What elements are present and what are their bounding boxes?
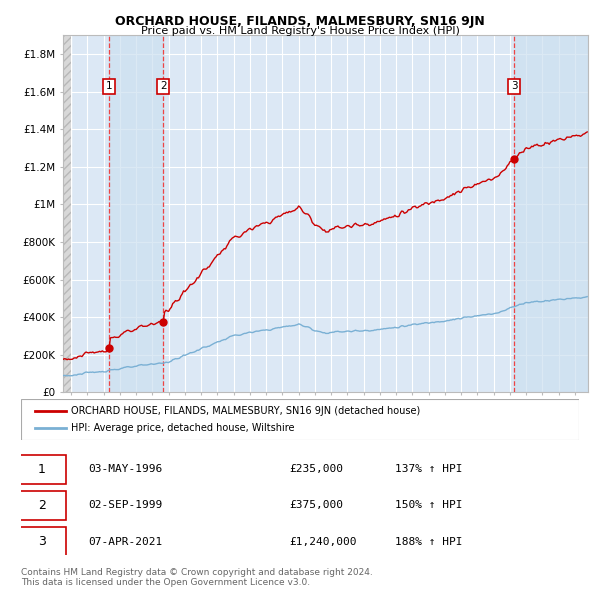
- FancyBboxPatch shape: [18, 491, 65, 520]
- Text: ORCHARD HOUSE, FILANDS, MALMESBURY, SN16 9JN: ORCHARD HOUSE, FILANDS, MALMESBURY, SN16…: [115, 15, 485, 28]
- Text: ORCHARD HOUSE, FILANDS, MALMESBURY, SN16 9JN (detached house): ORCHARD HOUSE, FILANDS, MALMESBURY, SN16…: [71, 406, 421, 416]
- Text: 188% ↑ HPI: 188% ↑ HPI: [395, 536, 463, 546]
- Bar: [63, 35, 71, 392]
- Text: 07-APR-2021: 07-APR-2021: [88, 536, 162, 546]
- Bar: [109, 35, 163, 392]
- Text: HPI: Average price, detached house, Wiltshire: HPI: Average price, detached house, Wilt…: [71, 423, 295, 433]
- Text: 2: 2: [38, 499, 46, 512]
- Text: 137% ↑ HPI: 137% ↑ HPI: [395, 464, 463, 474]
- Text: Price paid vs. HM Land Registry's House Price Index (HPI): Price paid vs. HM Land Registry's House …: [140, 26, 460, 36]
- Text: 03-MAY-1996: 03-MAY-1996: [88, 464, 162, 474]
- Text: 02-SEP-1999: 02-SEP-1999: [88, 500, 162, 510]
- Text: 3: 3: [511, 81, 518, 91]
- Text: 1: 1: [106, 81, 113, 91]
- FancyBboxPatch shape: [21, 399, 579, 440]
- Text: Contains HM Land Registry data © Crown copyright and database right 2024.
This d: Contains HM Land Registry data © Crown c…: [21, 568, 373, 587]
- FancyBboxPatch shape: [18, 455, 65, 484]
- Text: £235,000: £235,000: [289, 464, 343, 474]
- Bar: [63, 35, 71, 392]
- Text: 3: 3: [38, 535, 46, 548]
- Text: 150% ↑ HPI: 150% ↑ HPI: [395, 500, 463, 510]
- FancyBboxPatch shape: [18, 527, 65, 556]
- Text: 1: 1: [38, 463, 46, 476]
- Text: 2: 2: [160, 81, 167, 91]
- Bar: [514, 35, 588, 392]
- Text: £375,000: £375,000: [289, 500, 343, 510]
- Text: £1,240,000: £1,240,000: [289, 536, 356, 546]
